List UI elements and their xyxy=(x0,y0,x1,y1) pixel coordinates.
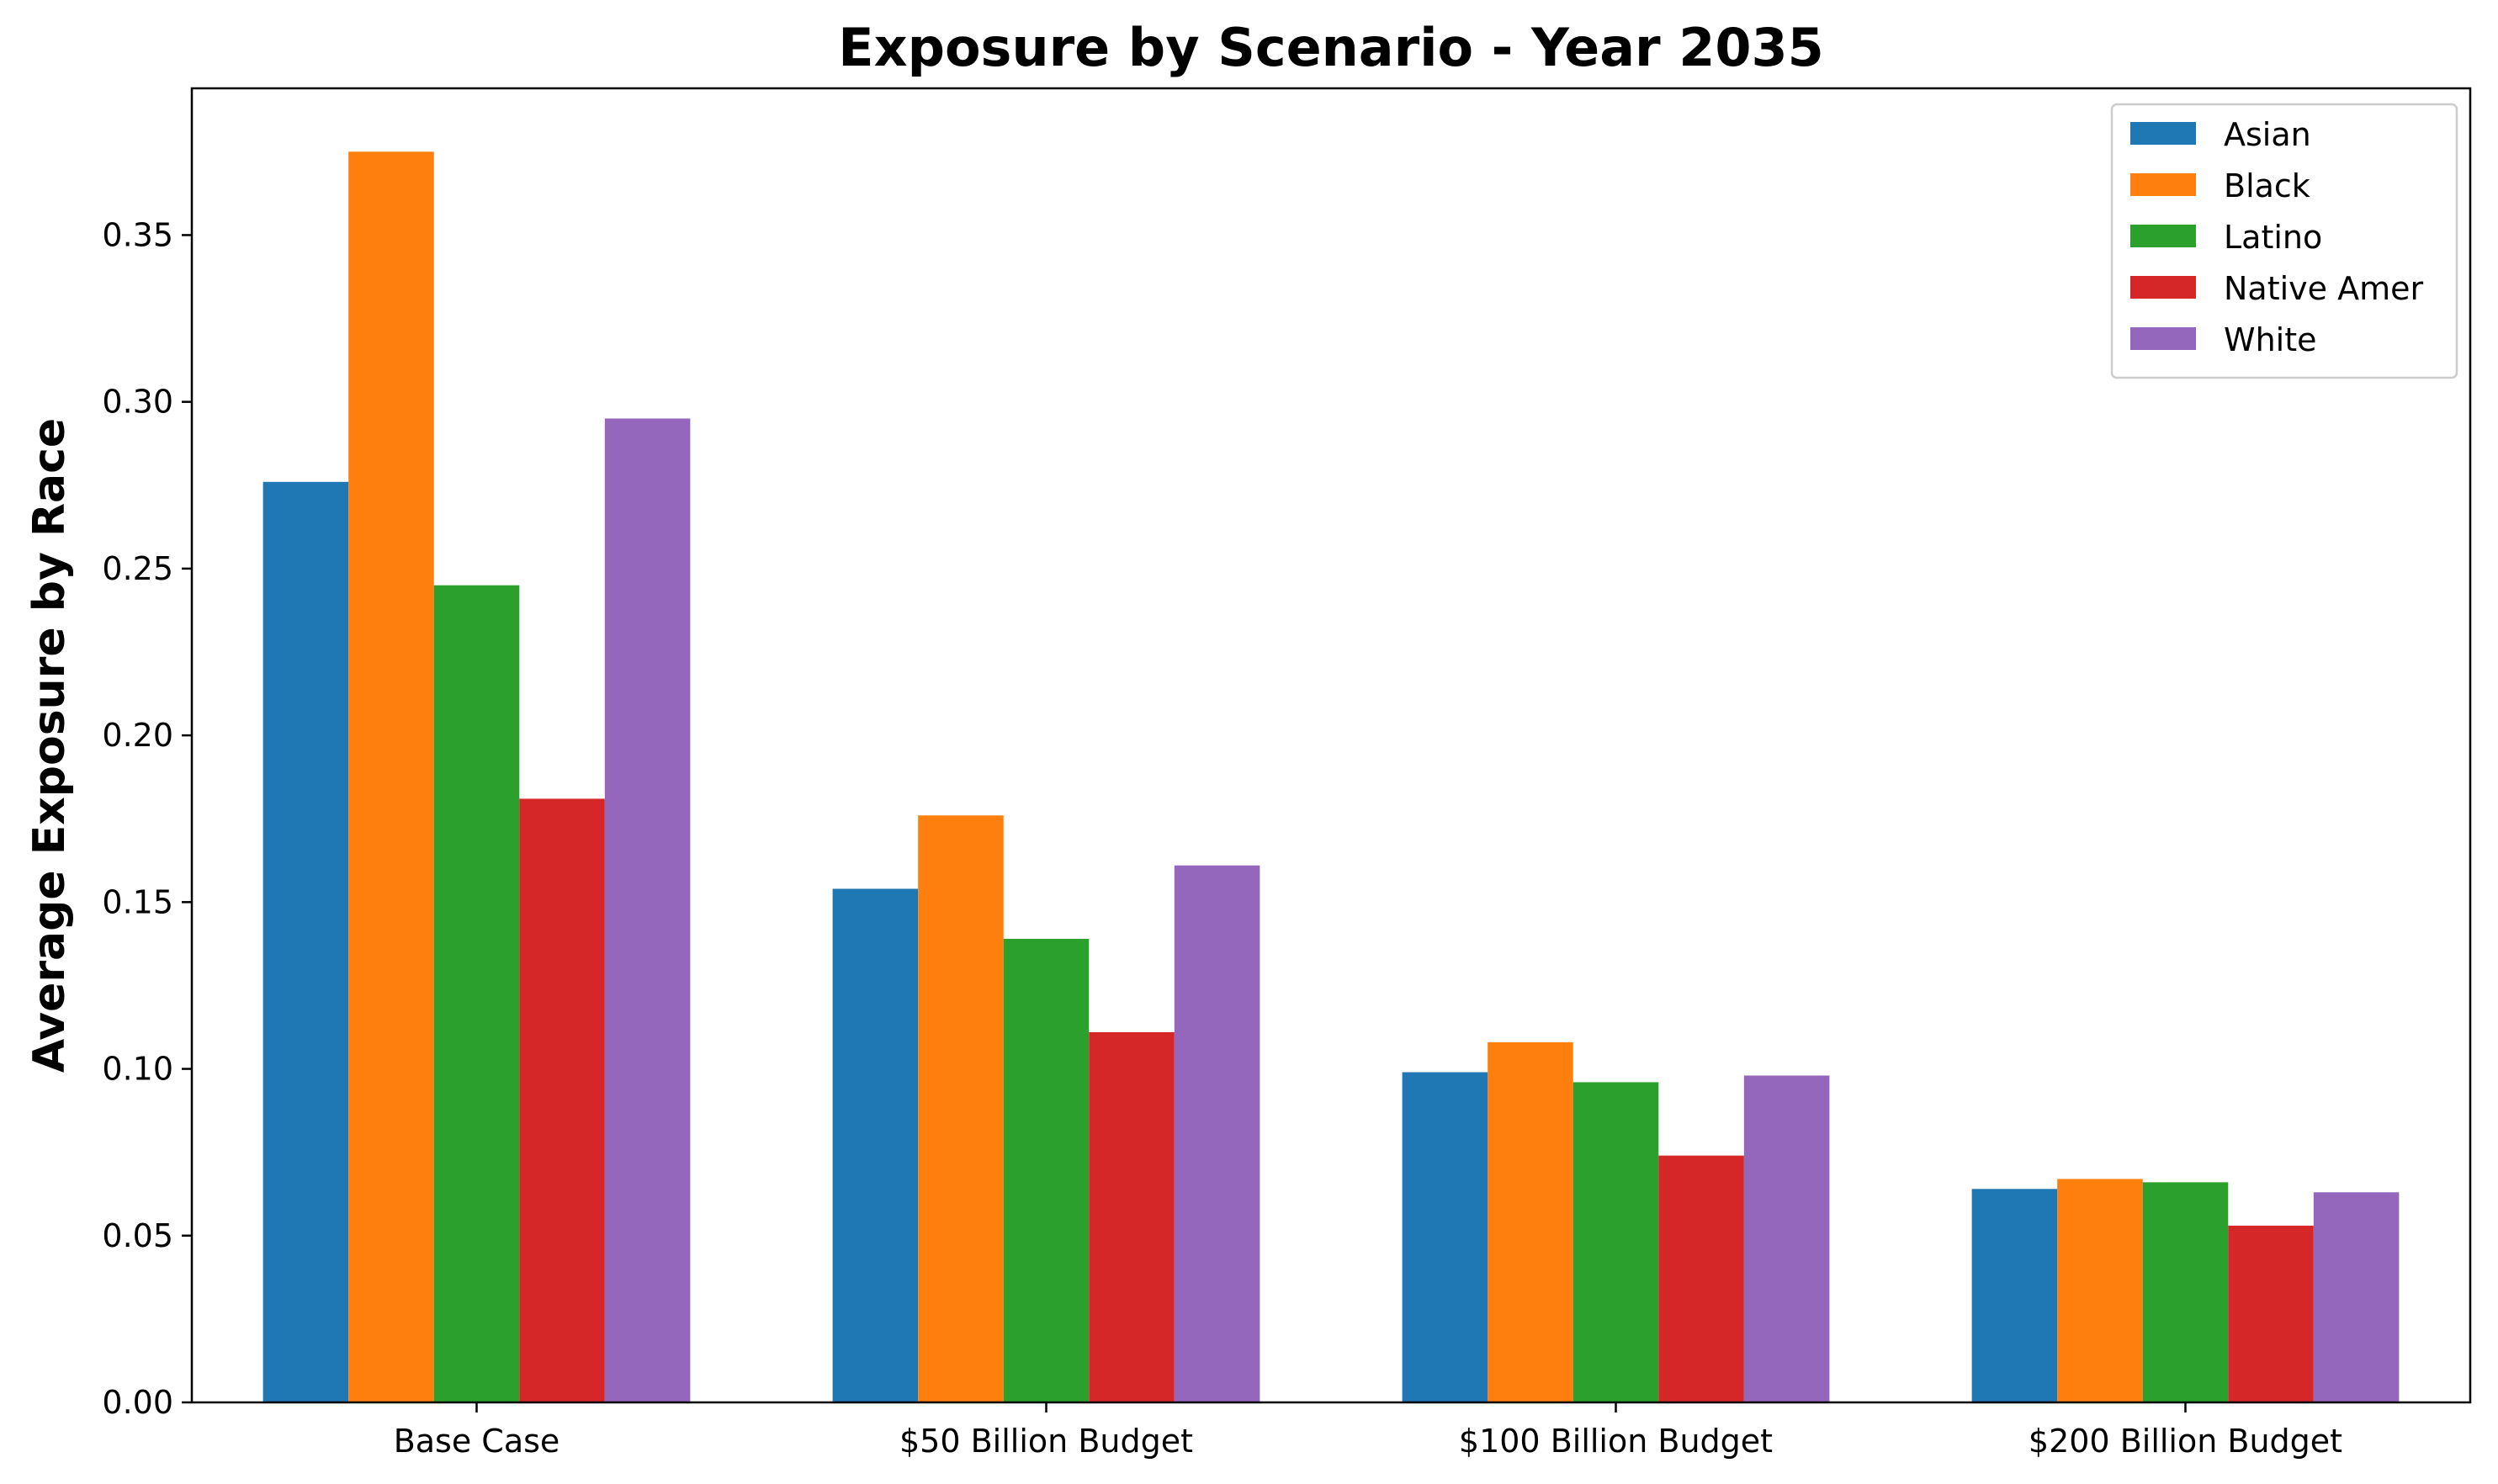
bar-black-50-billion-budget xyxy=(918,815,1004,1402)
x-tick-label-base-case: Base Case xyxy=(394,1423,560,1460)
y-tick-label: 0.35 xyxy=(102,216,173,253)
bar-latino-base-case xyxy=(433,585,520,1402)
y-axis-label: Average Exposure by Race xyxy=(24,418,75,1073)
x-tick-label-50-billion-budget: $50 Billion Budget xyxy=(899,1423,1193,1460)
bar-white-base-case xyxy=(604,418,691,1403)
legend-box xyxy=(2110,103,2458,379)
bar-latino-100-billion-budget xyxy=(1573,1082,1659,1402)
bar-black-200-billion-budget xyxy=(2057,1179,2143,1402)
bar-latino-200-billion-budget xyxy=(2142,1182,2229,1402)
legend-label-native-amer: Native Amer xyxy=(2224,270,2424,307)
bar-native-amer-200-billion-budget xyxy=(2228,1225,2314,1402)
bar-white-50-billion-budget xyxy=(1174,865,1260,1402)
bars-group xyxy=(263,151,2400,1403)
bar-black-100-billion-budget xyxy=(1488,1041,1573,1402)
x-tick-label-100-billion-budget: $100 Billion Budget xyxy=(1459,1423,1773,1460)
bar-asian-base-case xyxy=(263,481,349,1402)
y-tick-label: 0.15 xyxy=(102,883,173,920)
y-tick-label: 0.20 xyxy=(102,717,173,754)
bar-native-amer-base-case xyxy=(519,798,605,1402)
bar-native-amer-100-billion-budget xyxy=(1658,1155,1744,1402)
bar-asian-50-billion-budget xyxy=(832,888,919,1402)
chart-title: Exposure by Scenario - Year 2035 xyxy=(838,17,1824,78)
y-tick-label: 0.30 xyxy=(102,384,173,421)
bar-latino-50-billion-budget xyxy=(1003,938,1090,1402)
legend-swatch-asian xyxy=(2130,122,2196,145)
legend-label-asian: Asian xyxy=(2224,116,2311,153)
legend-label-white: White xyxy=(2224,321,2317,358)
legend-label-latino: Latino xyxy=(2224,219,2322,256)
bar-black-base-case xyxy=(348,151,434,1403)
legend-swatch-black xyxy=(2130,173,2196,196)
legend: Asian Black Latino Native Amer White xyxy=(2110,103,2458,379)
bar-white-100-billion-budget xyxy=(1743,1075,1830,1402)
y-tick-label: 0.00 xyxy=(102,1384,173,1421)
bar-asian-100-billion-budget xyxy=(1402,1072,1488,1402)
x-tick-label-200-billion-budget: $200 Billion Budget xyxy=(2029,1423,2342,1460)
y-tick-label: 0.05 xyxy=(102,1217,173,1254)
bar-white-200-billion-budget xyxy=(2313,1192,2400,1402)
axes-group: 0.00 0.05 0.10 0.15 0.20 0.25 0.30 0.35 Base Cas… xyxy=(102,87,2472,1460)
bar-asian-200-billion-budget xyxy=(1971,1189,2058,1402)
legend-label-black: Black xyxy=(2224,167,2310,204)
legend-swatch-white xyxy=(2130,327,2196,350)
legend-swatch-native-amer xyxy=(2130,276,2196,299)
legend-swatch-latino xyxy=(2130,225,2196,247)
y-tick-label: 0.25 xyxy=(102,550,173,587)
y-tick-label: 0.10 xyxy=(102,1051,173,1088)
bar-native-amer-50-billion-budget xyxy=(1089,1031,1175,1402)
plot-frame xyxy=(190,87,2472,1404)
